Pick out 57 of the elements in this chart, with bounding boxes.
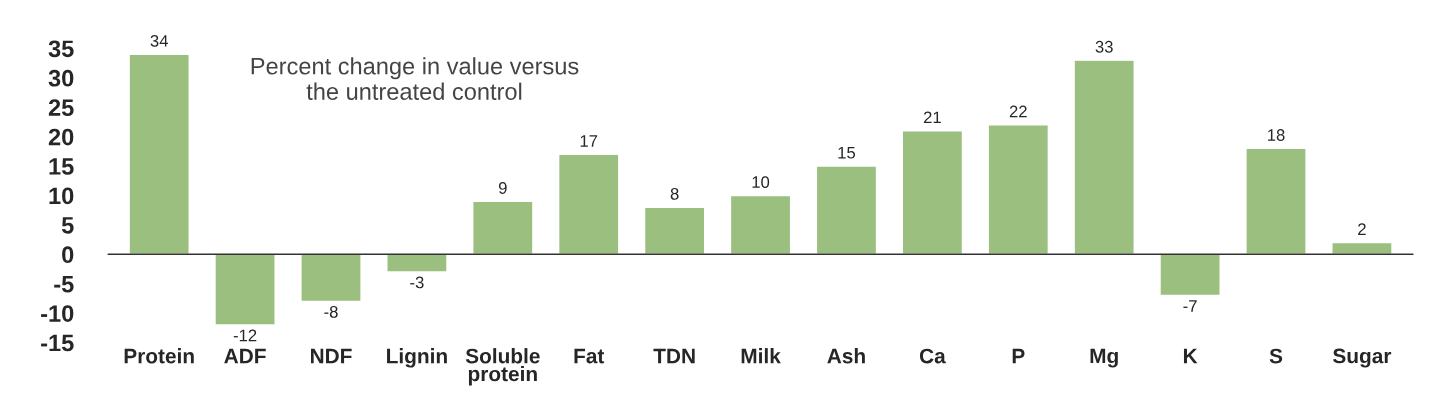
data-label: 8	[670, 187, 679, 200]
x-tick-label: Ca	[919, 348, 946, 364]
x-tick-label: S	[1269, 348, 1283, 364]
bar	[987, 124, 1050, 255]
x-tick-label: ADF	[224, 348, 266, 364]
data-label: 15	[838, 146, 856, 159]
bar	[472, 200, 534, 255]
y-tick-label: 35	[48, 40, 74, 58]
data-label: 9	[498, 182, 507, 194]
y-tick-label: -10	[41, 305, 74, 322]
bar	[1159, 253, 1221, 297]
x-tick-label: Lignin	[387, 348, 447, 368]
data-label: 17	[580, 135, 598, 147]
bar	[1073, 59, 1135, 255]
data-label: 2	[1358, 223, 1366, 235]
bar	[729, 194, 792, 255]
x-tick-label: TDN	[653, 348, 695, 364]
y-tick-label: 0	[62, 246, 74, 264]
data-label: 22	[1009, 105, 1027, 118]
y-tick-label: 15	[49, 158, 74, 175]
data-label: 10	[752, 176, 770, 188]
x-tick-label: Mg	[1090, 348, 1118, 368]
x-tick-label: NDF	[310, 348, 352, 364]
bar	[1331, 241, 1393, 255]
bar	[300, 253, 362, 303]
x-tick-label: Ash	[827, 348, 865, 364]
bar	[128, 53, 190, 255]
bar	[214, 253, 276, 326]
bar	[901, 130, 964, 255]
data-label: 34	[150, 34, 168, 47]
x-tick-label: Fat	[574, 348, 605, 364]
bar	[557, 153, 620, 255]
data-label: -8	[324, 305, 338, 318]
x-tick-label: K	[1183, 348, 1198, 364]
x-tick-label: Soluble protein	[465, 348, 540, 386]
y-tick-label: -5	[54, 276, 74, 293]
y-tick-label: 30	[48, 69, 74, 87]
y-tick-label: 10	[49, 187, 74, 205]
y-tick-label: 25	[48, 99, 74, 116]
data-label: -3	[410, 276, 424, 289]
bar	[1245, 147, 1307, 255]
data-label: 21	[923, 111, 941, 124]
bar	[815, 165, 878, 255]
bar	[643, 206, 706, 255]
data-label: 18	[1268, 129, 1285, 141]
x-tick-label: Protein	[124, 348, 194, 364]
x-tick-label: Sugar	[1333, 348, 1392, 368]
y-tick-label: -15	[41, 334, 74, 352]
data-label: 33	[1095, 40, 1113, 53]
data-label: -12	[233, 329, 257, 342]
annotation: Percent change in value versus the untreated control	[251, 57, 579, 100]
x-tick-label: P	[1012, 348, 1025, 364]
x-tick-label: Milk	[741, 348, 781, 364]
y-tick-label: 5	[61, 217, 74, 234]
data-label: -7	[1183, 300, 1197, 312]
bar	[386, 253, 448, 273]
y-tick-label: 20	[48, 128, 74, 146]
